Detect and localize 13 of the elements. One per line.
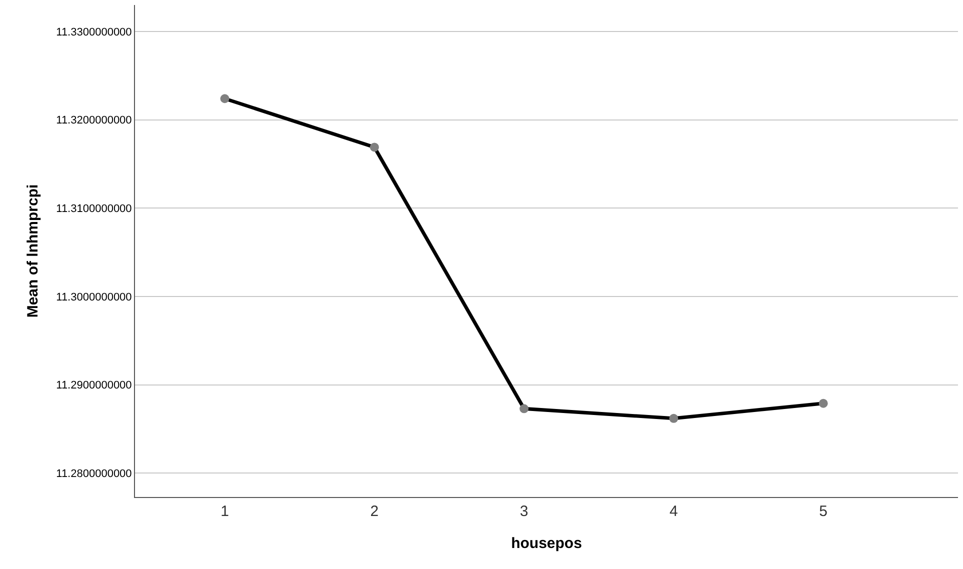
x-tick-label: 2 <box>370 503 379 520</box>
x-tick-label: 3 <box>520 503 528 520</box>
x-axis-title: housepos <box>511 535 582 552</box>
x-tick-label: 1 <box>220 503 229 520</box>
y-axis-title: Mean of lnhmprcpi <box>24 184 42 318</box>
y-tick-label: 11.3000000000 <box>56 291 132 304</box>
y-tick-label: 11.3300000000 <box>56 26 132 38</box>
y-tick-label: 11.3200000000 <box>56 114 132 127</box>
y-tick-label: 11.2900000000 <box>56 380 132 392</box>
x-tick-label: 4 <box>670 503 678 520</box>
y-tick-label: 11.2800000000 <box>56 468 132 480</box>
y-tick-label: 11.3100000000 <box>56 203 132 216</box>
x-tick-label: 5 <box>819 503 828 520</box>
